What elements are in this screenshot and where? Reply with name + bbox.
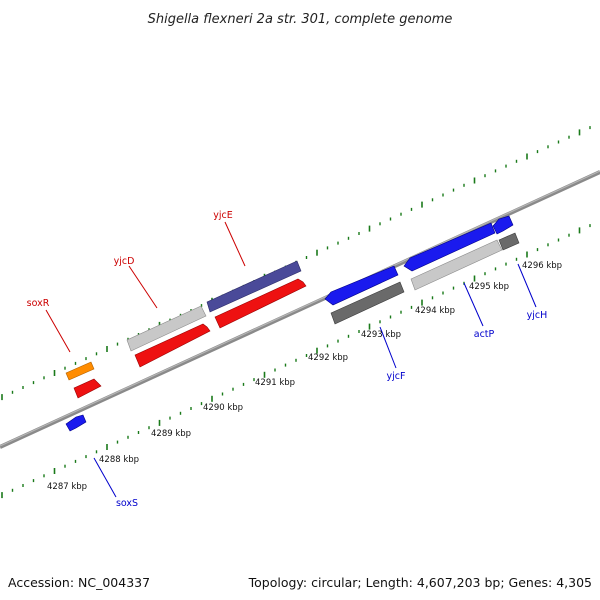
kbp-label: 4292 kbp (308, 353, 348, 363)
kbp-label: 4289 kbp (151, 429, 191, 439)
soxS-leader-line (93, 457, 117, 498)
gene-label-soxR[interactable]: soxR (27, 298, 50, 309)
yjcD-leader-line (128, 265, 158, 309)
gene-label-actP[interactable]: actP (474, 329, 495, 340)
map-title: Shigella flexneri 2a str. 301, complete … (148, 12, 453, 27)
yjcE-cds-arrow[interactable] (214, 278, 307, 329)
gene-label-yjcF[interactable]: yjcF (387, 371, 406, 382)
yjcD-cds-arrow[interactable] (134, 323, 211, 368)
yjcE-gene-block[interactable] (206, 260, 302, 313)
kbp-label: 4288 kbp (99, 455, 139, 465)
actP-leader-line (463, 282, 484, 327)
kbp-label: 4295 kbp (469, 282, 509, 292)
gene-label-yjcD[interactable]: yjcD (114, 256, 135, 267)
soxR-cds-arrow[interactable] (73, 378, 102, 399)
yjcF-gene-block[interactable] (330, 281, 405, 325)
soxS-gene-arrow[interactable] (65, 414, 87, 432)
gene-leader-lines (45, 221, 537, 498)
soxR-leader-line (45, 309, 71, 353)
yjcF-gene-arrow[interactable] (324, 265, 399, 306)
yjcH-leader-line (517, 263, 537, 308)
gene-label-soxS[interactable]: soxS (116, 498, 138, 509)
genome-summary-text: Topology: circular; Length: 4,607,203 bp… (248, 575, 592, 590)
soxR-gene-block[interactable] (65, 361, 95, 381)
genome-backbone (0, 170, 600, 449)
gene-labels: soxR yjcD yjcE soxS yjcF actP yjcH (27, 210, 548, 509)
yjcE-leader-line (224, 221, 246, 267)
kbp-label: 4290 kbp (203, 403, 243, 413)
gene-label-yjcH[interactable]: yjcH (527, 310, 548, 321)
actP-gene-arrow[interactable] (403, 222, 496, 272)
yjcH-gene-arrow[interactable] (492, 215, 514, 235)
yjcD-gene-block[interactable] (126, 305, 207, 352)
actP-gene-block[interactable] (410, 239, 503, 291)
yjcH-gene-block[interactable] (498, 232, 520, 251)
kbp-label: 4294 kbp (415, 306, 455, 316)
genome-backbone-highlight (0, 170, 600, 447)
yjcF-leader-line (379, 326, 397, 369)
gene-label-yjcE[interactable]: yjcE (213, 210, 233, 221)
kbp-tick-labels: 4287 kbp 4288 kbp 4289 kbp 4290 kbp 4291… (47, 261, 562, 492)
tick-track-inner (1, 224, 591, 499)
accession-text: Accession: NC_004337 (8, 575, 150, 590)
kbp-label: 4291 kbp (255, 378, 295, 388)
kbp-label: 4296 kbp (522, 261, 562, 271)
gene-features (65, 215, 520, 432)
kbp-label: 4287 kbp (47, 482, 87, 492)
kbp-label: 4293 kbp (361, 330, 401, 340)
